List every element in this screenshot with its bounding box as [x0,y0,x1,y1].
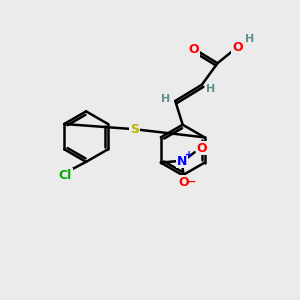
Text: O: O [197,142,207,155]
Text: Cl: Cl [59,169,72,182]
Text: −: − [187,177,197,187]
Text: O: O [188,43,199,56]
Text: H: H [244,34,254,44]
Text: O: O [178,176,189,189]
Text: H: H [206,84,215,94]
Text: N: N [177,154,188,168]
Text: S: S [130,123,139,136]
Text: O: O [232,41,243,54]
Text: H: H [161,94,170,104]
Text: +: + [185,150,193,160]
